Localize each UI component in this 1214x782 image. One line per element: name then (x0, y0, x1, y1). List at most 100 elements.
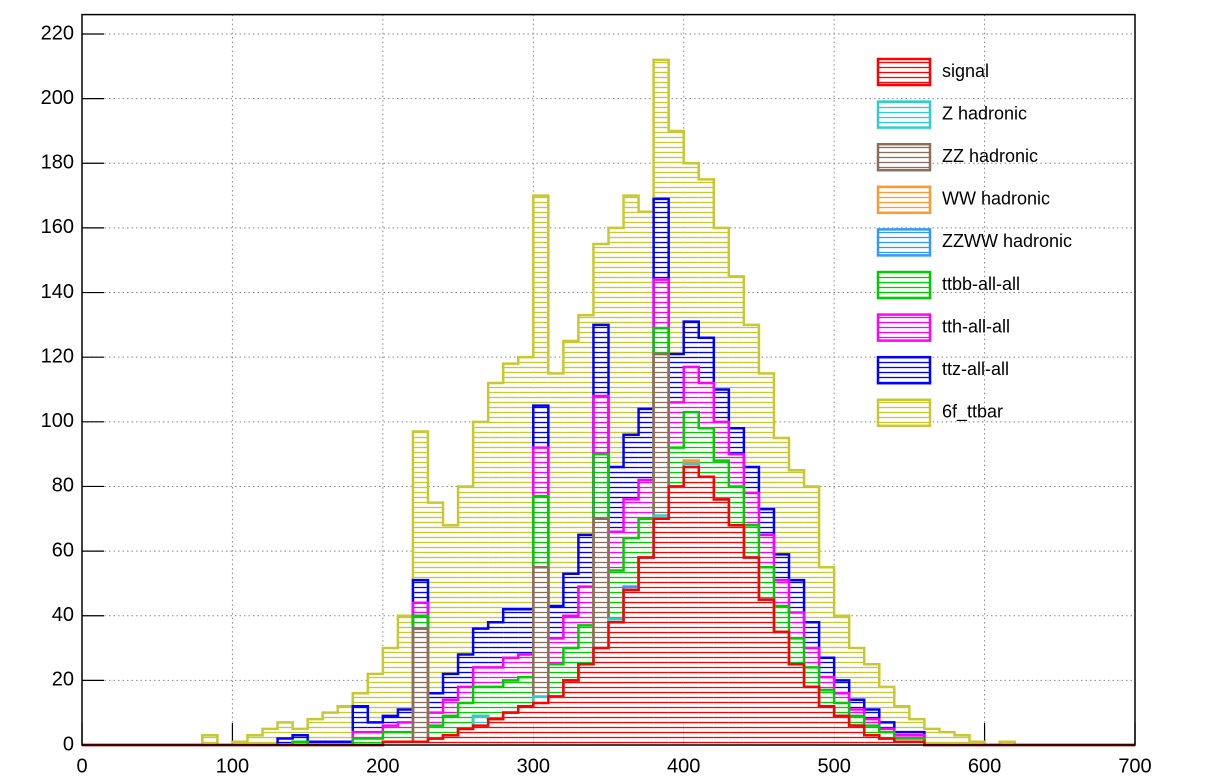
x-tick-label: 600 (968, 755, 1001, 777)
bar-segment (653, 515, 669, 519)
bar-segment (683, 366, 699, 413)
bar-segment (653, 279, 669, 329)
legend: signal Z hadronic ZZ hadronic WW hadronic ZZ… (876, 57, 1072, 428)
plot-frame (81, 13, 1136, 746)
bar-segment (563, 573, 579, 616)
y-tick-label: 220 (41, 22, 74, 44)
bar-segment (849, 715, 865, 726)
bar-segment (503, 680, 519, 713)
x-tick-label: 100 (216, 755, 249, 777)
bar-segment (397, 709, 413, 723)
bar-segment (488, 667, 504, 687)
bar-segment (443, 735, 459, 745)
bar-segment (322, 741, 338, 745)
bar-segment (728, 276, 744, 429)
x-tick-label: 700 (1118, 755, 1151, 777)
bar-segment (743, 557, 759, 745)
bar-segment (503, 363, 519, 610)
bar-segment (382, 715, 398, 726)
bar-segment (382, 648, 398, 716)
bar-segment (713, 421, 729, 461)
bar-segment (427, 738, 444, 745)
bar-segment (879, 738, 895, 745)
bar-segment (909, 719, 925, 733)
bar-segment (593, 454, 609, 519)
legend-label: signal (942, 61, 989, 81)
bar-segment (728, 486, 744, 526)
bar-segment (202, 735, 218, 745)
bar-segment (563, 615, 579, 649)
bar-segment (758, 534, 774, 568)
bar-segment (879, 728, 895, 733)
bar-segment (608, 531, 624, 571)
bar-segment (864, 719, 880, 726)
bar-segment (292, 741, 308, 745)
bar-segment (849, 725, 865, 745)
legend-label: Z hadronic (942, 103, 1027, 123)
legend-label: tth-all-all (942, 316, 1010, 336)
bar-segment (758, 373, 774, 510)
bar-segment (412, 628, 428, 742)
bar-segment (698, 476, 714, 745)
x-tick-label: 0 (76, 755, 87, 777)
bar-segment (518, 706, 534, 745)
bar-segment (458, 686, 474, 703)
bar-segment (593, 324, 609, 396)
bar-segment (533, 496, 549, 568)
bar-segment (773, 631, 790, 745)
bar-segment (668, 486, 684, 745)
legend-swatch (876, 355, 932, 385)
bar-segment (533, 702, 549, 745)
x-tick-label: 200 (366, 755, 399, 777)
bar-segment (728, 428, 744, 455)
bar-segment (758, 567, 774, 600)
bar-segment (894, 735, 910, 739)
bar-segment (743, 324, 759, 468)
bar-segment (367, 732, 383, 739)
bar-segment (713, 460, 729, 500)
bar-segment (412, 615, 428, 629)
bar-segment (518, 654, 534, 678)
legend-swatch (876, 142, 932, 172)
bar-segment (623, 586, 639, 590)
bar-segment (864, 735, 880, 745)
bar-segment (683, 460, 699, 464)
legend-swatch (876, 185, 932, 215)
bar-segment (894, 741, 910, 745)
bar-segment (548, 696, 564, 745)
bar-segment (548, 606, 564, 639)
bar-segment (849, 699, 865, 710)
bar-segment (247, 735, 263, 745)
bar-segment (758, 599, 774, 745)
bar-segment (638, 211, 654, 409)
bar-segment (969, 741, 985, 745)
y-tick-label: 100 (41, 410, 74, 432)
bar-segment (473, 628, 489, 668)
bar-segment (879, 732, 895, 739)
bar-segment (412, 580, 428, 603)
bar-segment (834, 702, 850, 716)
bar-segment (292, 728, 308, 736)
bar-segment (698, 337, 714, 384)
legend-label: 6f_ttbar (942, 402, 1003, 423)
bar-segment (473, 667, 489, 687)
y-tick-label: 140 (41, 281, 74, 303)
y-tick-label: 180 (41, 152, 74, 174)
bar-segment (879, 722, 895, 729)
y-tick-label: 120 (41, 345, 74, 367)
bar-segment (683, 463, 699, 468)
bar-segment (412, 602, 428, 616)
bar-segment (578, 315, 594, 535)
bar-segment (804, 686, 820, 745)
bar-segment (623, 434, 639, 500)
bar-segment (683, 163, 699, 322)
bar-segment (503, 712, 519, 745)
bar-segment (367, 722, 383, 733)
bar-segment (668, 130, 684, 354)
bar-segment (458, 486, 474, 655)
bar-segment (277, 722, 293, 739)
bar-segment (458, 702, 474, 729)
bar-segment (533, 696, 549, 703)
bar-segment (488, 383, 504, 623)
